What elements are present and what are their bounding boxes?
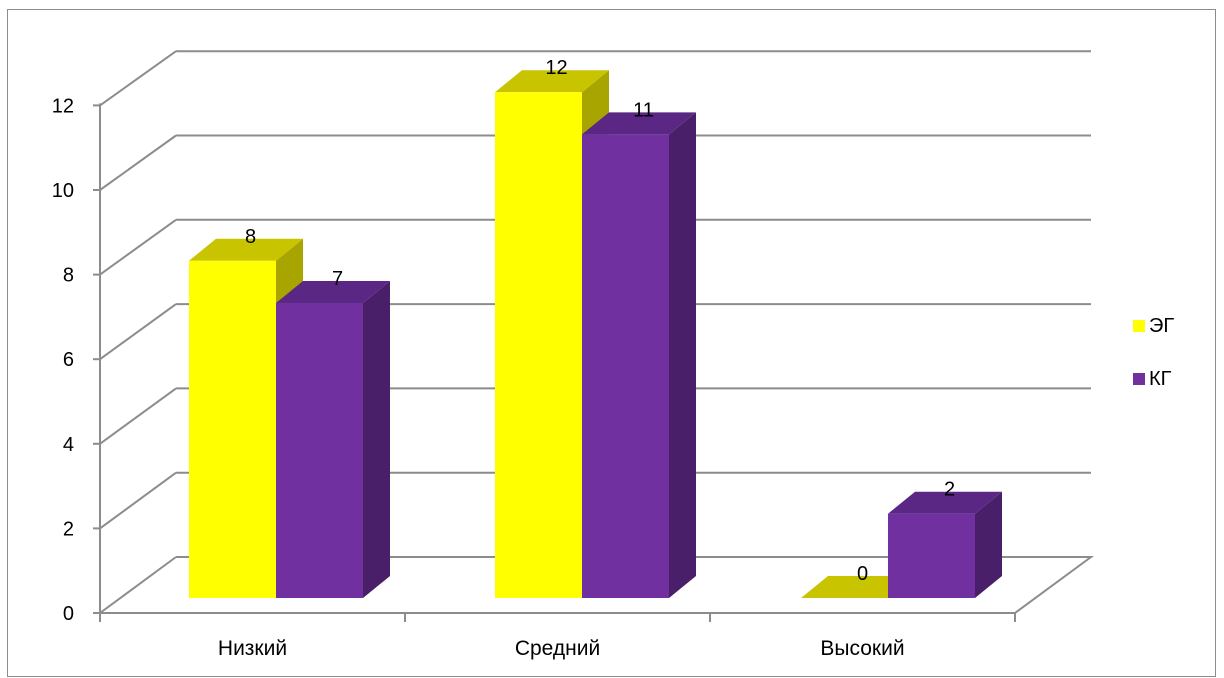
gridline-diagonal: [99, 387, 177, 445]
bar-top: [276, 280, 390, 303]
y-tick-label: 0: [63, 603, 74, 625]
y-tick-labels: 0 2 4 6 8 10 12: [52, 95, 74, 625]
bar: [276, 302, 363, 598]
gridline-diagonal: [99, 50, 177, 107]
legend-swatch: [1133, 373, 1145, 385]
gridline-diagonal: [99, 556, 177, 614]
x-category-label: Низкий: [218, 637, 287, 660]
legend-label: ЭГ: [1149, 315, 1174, 337]
y-tick-label: 10: [52, 180, 74, 202]
gridline-diagonal: [99, 218, 177, 276]
legend: ЭГ КГ: [1133, 315, 1174, 390]
bar-top: [888, 491, 1002, 514]
data-label: 7: [332, 268, 343, 290]
x-category-label: Высокий: [820, 637, 904, 660]
y-tick-label: 4: [63, 434, 74, 456]
bar-side: [363, 280, 390, 598]
gridline-diagonal: [99, 303, 177, 361]
legend-label: КГ: [1149, 368, 1172, 390]
bar: [189, 260, 276, 598]
data-label: 0: [857, 563, 868, 585]
axes: [93, 103, 1016, 622]
bar-top: [801, 576, 915, 598]
y-tick-label: 6: [63, 349, 74, 371]
bar: [495, 92, 582, 598]
bar: [888, 513, 975, 598]
y-tick-label: 12: [52, 95, 74, 117]
bars: [189, 70, 1002, 599]
legend-swatch: [1133, 320, 1145, 332]
bar-top: [582, 112, 696, 135]
y-tick-label: 8: [63, 265, 74, 287]
data-label: 8: [245, 226, 256, 248]
bar-side: [669, 112, 696, 598]
data-labels: 8 7 12 11 0 2: [245, 57, 955, 585]
data-label: 11: [633, 99, 654, 121]
gridline-diagonal: [99, 471, 177, 530]
y-tick-label: 2: [63, 518, 74, 540]
x-category-label: Средний: [515, 637, 600, 660]
bar: [582, 134, 669, 598]
x-category-labels: Низкий Средний Высокий: [218, 637, 905, 660]
bar-top: [189, 238, 303, 261]
data-label: 2: [944, 479, 955, 501]
bar-top: [495, 70, 609, 93]
data-label: 12: [545, 57, 567, 79]
bar-side: [975, 491, 1002, 598]
gridline-diagonal: [99, 134, 177, 191]
